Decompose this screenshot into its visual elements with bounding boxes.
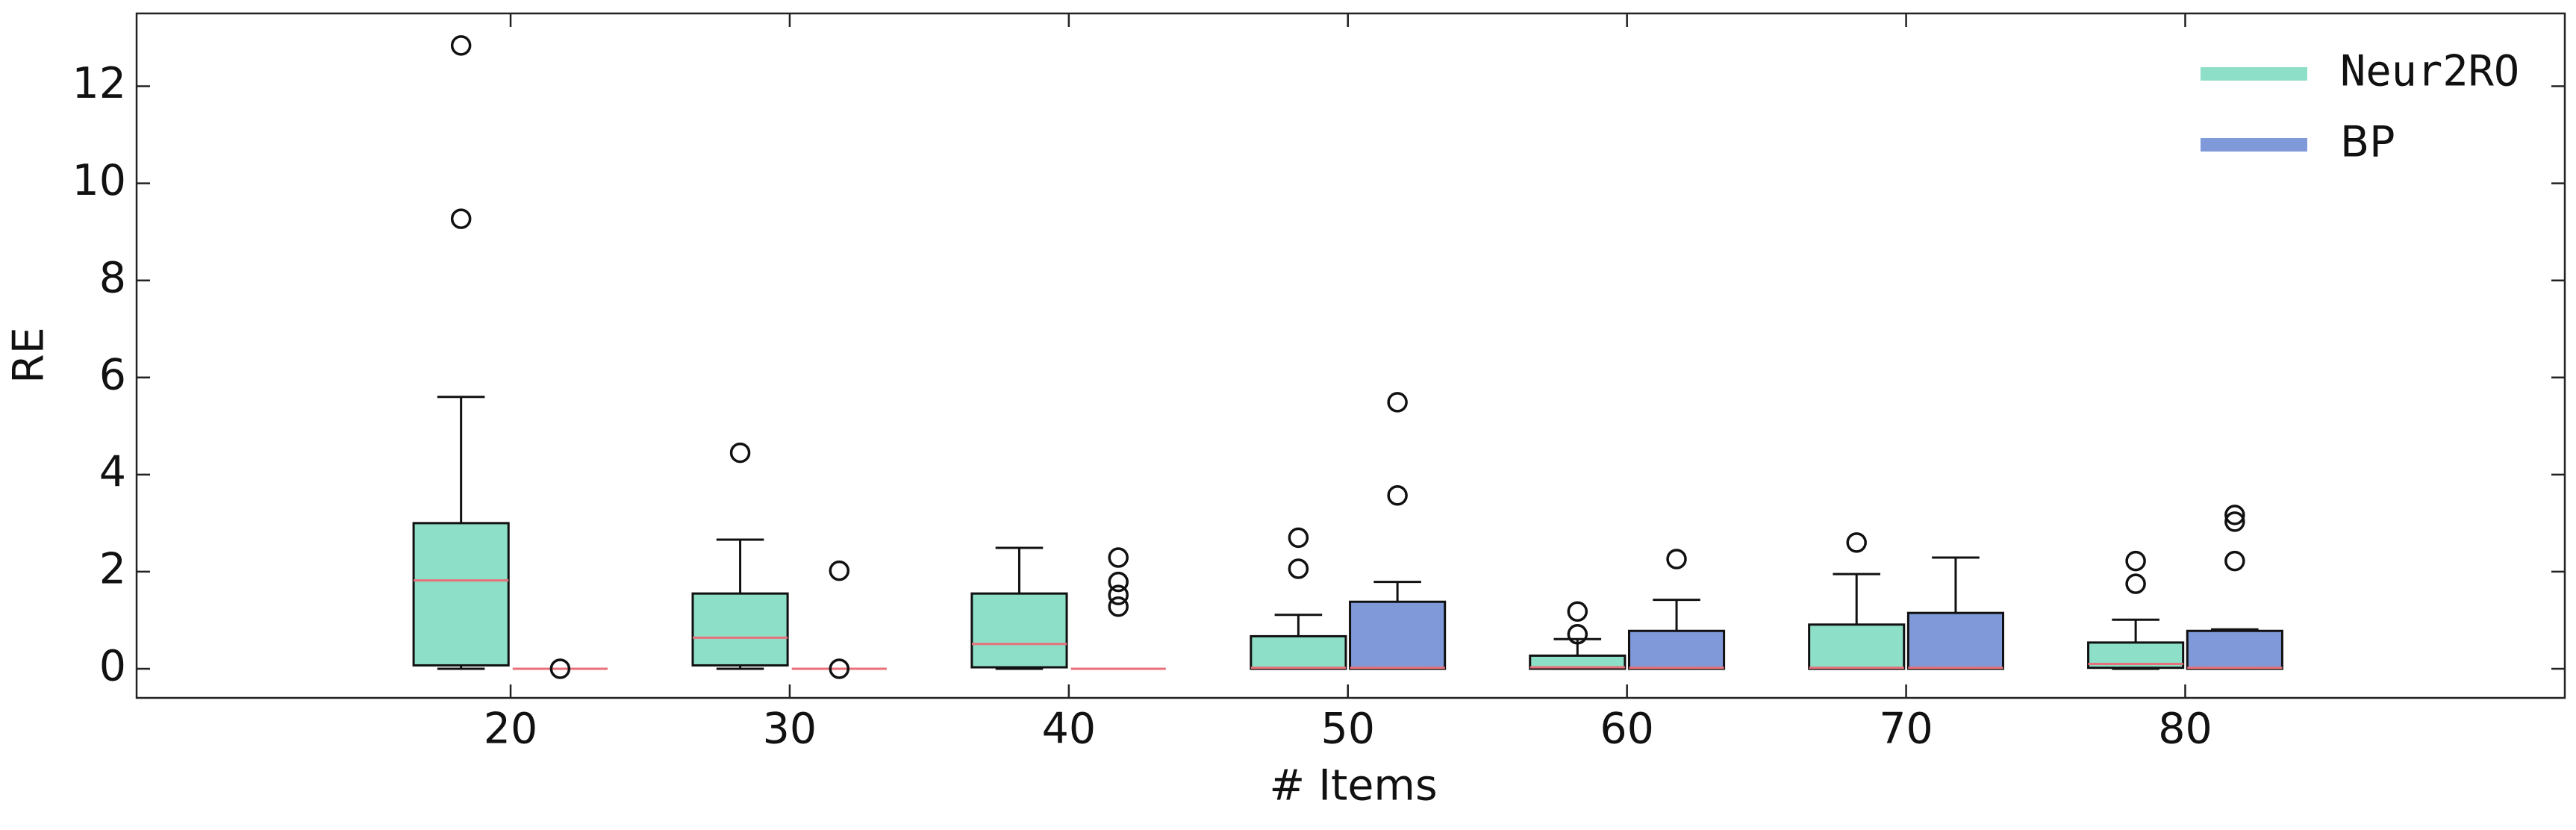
- x-axis-label: # Items: [1269, 761, 1437, 811]
- y-tick-label: 4: [99, 447, 126, 496]
- x-tick-label: 40: [1042, 705, 1097, 754]
- outlier: [1567, 601, 1588, 622]
- outlier: [1666, 549, 1687, 570]
- outlier: [1108, 584, 1129, 605]
- box: [1906, 611, 2005, 670]
- box: [1250, 634, 1347, 670]
- outlier: [1108, 547, 1129, 568]
- outlier: [1387, 485, 1408, 506]
- legend-label: BP: [2340, 118, 2395, 167]
- outlier: [829, 658, 850, 679]
- y-tick-label: 8: [99, 253, 126, 302]
- outlier: [549, 658, 571, 679]
- y-tick-label: 6: [99, 350, 126, 399]
- box: [1627, 629, 1726, 670]
- outlier: [1288, 527, 1309, 549]
- x-tick-label: 70: [1879, 705, 1933, 754]
- y-tick-label: 12: [72, 59, 126, 108]
- outlier: [1108, 571, 1129, 593]
- box: [412, 522, 510, 667]
- box: [1529, 654, 1627, 670]
- outlier: [450, 35, 472, 56]
- x-tick-label: 80: [2158, 705, 2212, 754]
- outlier: [2224, 511, 2245, 532]
- x-tick-label: 60: [1600, 705, 1654, 754]
- y-tick-label: 10: [72, 156, 126, 205]
- x-tick-label: 30: [763, 705, 817, 754]
- y-tick-label: 2: [99, 545, 126, 594]
- box: [2186, 629, 2283, 670]
- x-tick-label: 50: [1320, 705, 1375, 754]
- x-tick-label: 20: [484, 705, 538, 754]
- outlier: [1567, 624, 1588, 645]
- box: [1349, 600, 1447, 670]
- box: [1808, 623, 1906, 670]
- outlier: [1387, 392, 1408, 413]
- outlier: [2125, 550, 2146, 572]
- outlier: [1846, 532, 1867, 553]
- outlier: [829, 560, 850, 581]
- box: [691, 592, 789, 667]
- box: [970, 592, 1068, 669]
- outlier: [2224, 505, 2245, 525]
- outlier: [450, 208, 472, 229]
- outlier: [729, 442, 751, 464]
- outlier: [2224, 550, 2245, 572]
- y-axis-label: RE: [4, 327, 54, 384]
- outlier: [1108, 596, 1129, 617]
- plot-frame: [135, 12, 2566, 699]
- outlier: [2125, 573, 2146, 594]
- legend-label: Neur2RO: [2340, 47, 2519, 96]
- y-tick-label: 0: [99, 642, 126, 691]
- outlier: [1288, 558, 1309, 579]
